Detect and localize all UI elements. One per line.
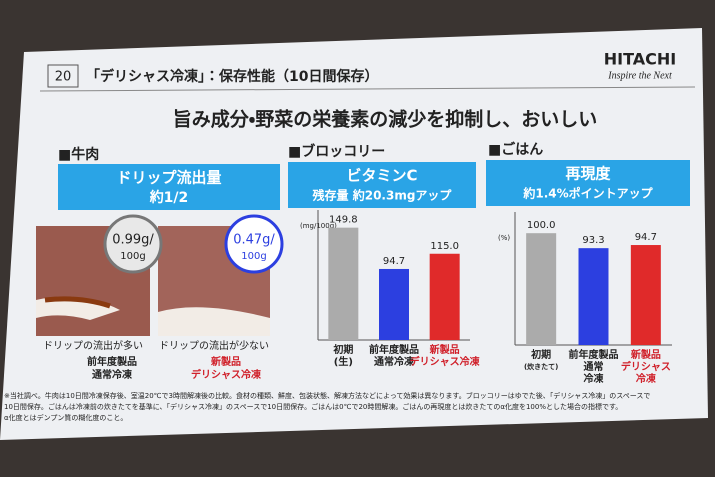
x-tick-label: 冷凍 <box>636 372 657 385</box>
photo-caption: ドリップの流出が少ない <box>159 339 269 352</box>
footnote: α化度とはデンプン質の糊化度のこと。 <box>4 413 127 422</box>
x-tick-label: 通常 <box>584 360 604 373</box>
drip <box>44 296 111 309</box>
meat-plate <box>158 307 270 336</box>
x-tick-label: (炊きたて) <box>524 362 558 371</box>
header-rule <box>39 86 696 92</box>
bar <box>379 268 409 340</box>
photo-caption: ドリップの流出が多い <box>43 339 143 352</box>
highlight-box <box>288 162 476 208</box>
section-heading: ■ごはん <box>488 141 543 158</box>
highlight-box <box>58 164 280 210</box>
bar <box>526 233 557 345</box>
x-tick-label: 前年度製品 <box>569 348 619 361</box>
value-bubble <box>103 214 163 274</box>
value-label: 115.0 <box>430 241 459 252</box>
tagline: Inspire the Next <box>607 70 672 81</box>
bubble-unit: 100g <box>241 251 266 262</box>
product-label: 前年度製品 <box>87 355 137 368</box>
x-tick-label: 通常冷凍 <box>374 355 415 368</box>
footnote: ※当社調べ。牛肉は10日間冷凍保存後、室温20℃で3時間解凍後の比較。食材の種類… <box>4 391 650 400</box>
slide-title: 「デリシャス冷凍」：保存性能（10日間保存） <box>86 68 378 85</box>
box-sub: 残存量 約20.3mgアップ <box>312 188 453 203</box>
x-tick-label: デリシャス <box>621 360 671 373</box>
value-label: 149.8 <box>329 215 358 226</box>
box-sub: 約1.4%ポイントアップ <box>522 186 653 201</box>
x-tick-label: 初期 <box>332 343 353 356</box>
value-bubble <box>224 214 284 274</box>
charts: (mg/100g)149.8初期(生)94.7前年度製品通常冷凍115.0新製品… <box>300 210 672 385</box>
x-tick-label: デリシャス冷凍 <box>410 355 481 368</box>
x-tick-label: 初期 <box>530 348 551 361</box>
bar <box>328 227 359 340</box>
box-title: ビタミンC <box>346 167 417 185</box>
x-tick-label: 新製品 <box>630 348 661 361</box>
box-title: 再現度 <box>565 165 610 183</box>
product-label: デリシャス冷凍 <box>191 368 262 381</box>
bubble-unit: 100g <box>120 251 145 262</box>
footnote: 10日間保存。ごはんは冷凍前の炊きたてを基準に、「デリシャス冷凍」のスペースで1… <box>4 402 622 411</box>
page-number-box <box>47 64 79 88</box>
product-label: 新製品 <box>210 355 241 368</box>
logo: HITACHI <box>604 50 676 69</box>
product-label: 通常冷凍 <box>92 368 133 381</box>
box-sub: 約1/2 <box>149 189 189 206</box>
highlight-box <box>486 160 690 206</box>
section-heading: ■牛肉 <box>58 146 99 163</box>
value-label: 94.7 <box>383 256 405 267</box>
value-label: 100.0 <box>527 220 556 231</box>
bubble-value: 0.99g/ <box>112 233 154 248</box>
bar <box>578 248 609 345</box>
bar <box>630 245 661 345</box>
page-number: 20 <box>55 70 72 85</box>
x-tick-label: (生) <box>334 355 353 368</box>
unit-label: (mg/100g) <box>300 222 337 230</box>
headline: 旨み成分・野菜の栄養素の減少を抑制し、おいしい <box>173 108 597 131</box>
unit-label: (%) <box>498 234 510 242</box>
box-title: ドリップ流出量 <box>116 169 221 187</box>
bar <box>429 253 460 340</box>
value-label: 93.3 <box>582 235 604 246</box>
x-tick-label: 新製品 <box>429 343 460 356</box>
bubble-value: 0.47g/ <box>233 233 275 248</box>
value-label: 94.7 <box>635 232 657 243</box>
x-tick-label: 冷凍 <box>584 372 605 385</box>
x-tick-label: 前年度製品 <box>369 343 419 356</box>
section-heading: ■ブロッコリー <box>288 143 385 160</box>
